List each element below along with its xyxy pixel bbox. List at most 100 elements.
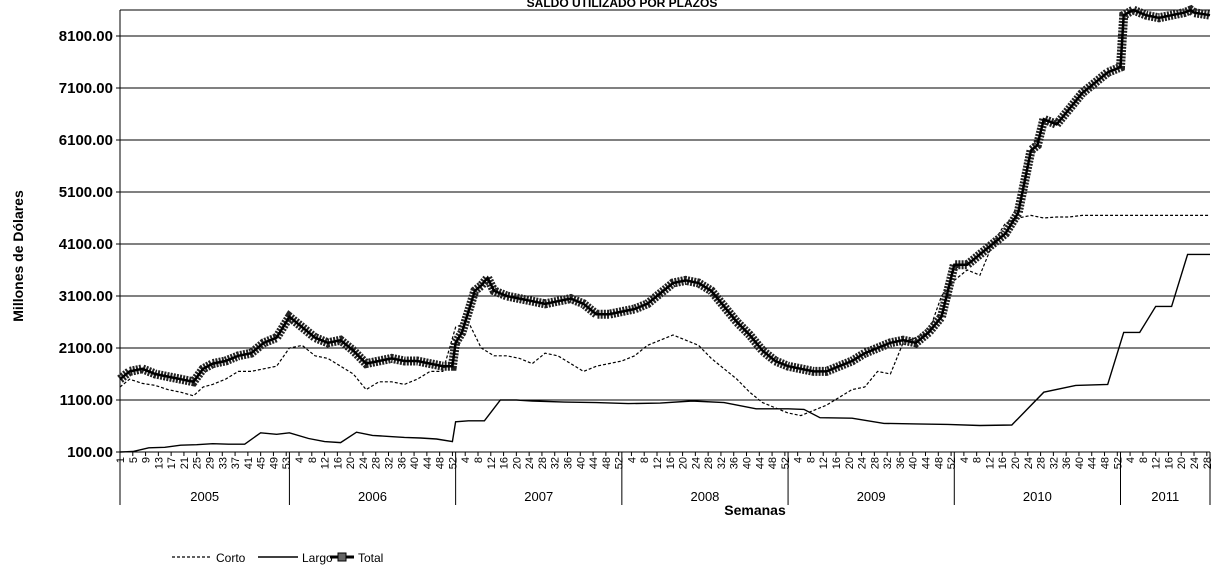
year-label: 2008 xyxy=(690,489,719,504)
x-tick-label: 40 xyxy=(1074,457,1086,469)
x-tick-label: 40 xyxy=(409,457,421,469)
series-largo-line xyxy=(119,253,1210,453)
x-axis-label: Semanas xyxy=(724,502,786,518)
x-tick-label: 4 xyxy=(1125,457,1137,463)
x-tick-label: 12 xyxy=(984,457,996,469)
y-tick-label: 7100.00 xyxy=(59,80,113,97)
grid xyxy=(119,9,1210,453)
x-tick-label: 24 xyxy=(358,457,370,469)
x-tick-label: 36 xyxy=(396,457,408,469)
series-corto-line xyxy=(119,214,1210,417)
year-label: 2009 xyxy=(857,489,886,504)
y-tick-label: 4100.00 xyxy=(59,236,113,253)
x-tick-label: 48 xyxy=(933,457,945,469)
x-tick-label: 12 xyxy=(652,457,664,469)
x-tick-label: 48 xyxy=(435,457,447,469)
x-tick-label: 16 xyxy=(332,457,344,469)
x-tick-label: 52 xyxy=(447,457,459,469)
x-tick-label: 48 xyxy=(601,457,613,469)
x-tick-label: 48 xyxy=(767,457,779,469)
x-tick-label: 16 xyxy=(831,457,843,469)
x-tick-label: 21 xyxy=(179,457,191,469)
x-tick-label: 45 xyxy=(256,457,268,469)
x-tick-label: 4 xyxy=(959,457,971,463)
y-tick-label: 100.00 xyxy=(67,444,113,461)
x-tick-label: 32 xyxy=(384,457,396,469)
x-tick-label: 4 xyxy=(626,457,638,463)
x-tick-label: 16 xyxy=(997,457,1009,469)
legend-label-total: Total xyxy=(358,551,383,565)
x-tick-label: 40 xyxy=(575,457,587,469)
x-tick-label: 40 xyxy=(742,457,754,469)
x-tick-label: 12 xyxy=(320,457,332,469)
x-tick-label: 52 xyxy=(946,457,958,469)
x-tick-label: 8 xyxy=(805,457,817,463)
x-tick-label: 36 xyxy=(1061,457,1073,469)
legend-label-largo: Largo xyxy=(302,551,333,565)
x-tick-label: 12 xyxy=(486,457,498,469)
x-tick-label: 20 xyxy=(345,457,357,469)
x-tick-label: 28 xyxy=(869,457,881,469)
x-tick-label: 53 xyxy=(281,457,293,469)
x-tick-label: 4 xyxy=(460,457,472,463)
x-tick-label: 44 xyxy=(422,457,434,469)
x-tick-label: 24 xyxy=(1023,457,1035,469)
legend-label-corto: Corto xyxy=(216,551,246,565)
x-tick-label: 37 xyxy=(230,457,242,469)
series-lines xyxy=(117,4,1211,453)
x-tick-label: 8 xyxy=(639,457,651,463)
x-tick-label: 17 xyxy=(166,457,178,469)
x-tick-label: 4 xyxy=(294,457,306,463)
y-tick-label: 8100.00 xyxy=(59,28,113,45)
x-tick-label: 13 xyxy=(153,457,165,469)
x-tick-label: 32 xyxy=(1048,457,1060,469)
year-label: 2007 xyxy=(524,489,553,504)
x-tick-label: 12 xyxy=(818,457,830,469)
year-label: 2010 xyxy=(1023,489,1052,504)
x-tick-label: 20 xyxy=(678,457,690,469)
x-tick-label: 16 xyxy=(1163,457,1175,469)
y-axis-label: Millones de Dólares xyxy=(10,190,26,322)
x-tick-label: 20 xyxy=(511,457,523,469)
x-tick-label: 24 xyxy=(857,457,869,469)
x-tick-label: 8 xyxy=(1138,457,1150,463)
x-tick-label: 29 xyxy=(205,457,217,469)
x-tick-label: 36 xyxy=(895,457,907,469)
x-tick-label: 44 xyxy=(754,457,766,469)
x-tick-label: 32 xyxy=(550,457,562,469)
x-tick-label: 8 xyxy=(972,457,984,463)
x-tick-label: 40 xyxy=(908,457,920,469)
x-tick-label: 41 xyxy=(243,457,255,469)
year-label: 2011 xyxy=(1151,489,1179,504)
chart-title: SALDO UTILIZADO POR PLAZOS xyxy=(527,0,718,10)
y-tick-label: 6100.00 xyxy=(59,132,113,149)
x-tick-label: 49 xyxy=(268,457,280,469)
x-tick-label: 44 xyxy=(1087,457,1099,469)
x-tick-label: 33 xyxy=(217,457,229,469)
legend: Corto Largo Total xyxy=(172,551,383,565)
x-tick-label: 4 xyxy=(793,457,805,463)
x-tick-label: 48 xyxy=(1100,457,1112,469)
x-tick-label: 52 xyxy=(780,457,792,469)
x-tick-label: 28 xyxy=(703,457,715,469)
x-tick-label: 28 xyxy=(1202,457,1211,469)
x-tick-label: 16 xyxy=(499,457,511,469)
y-tick-label: 5100.00 xyxy=(59,184,113,201)
x-tick-label: 24 xyxy=(690,457,702,469)
x-tick-label: 32 xyxy=(882,457,894,469)
x-tick-label: 20 xyxy=(1176,457,1188,469)
x-tick-label: 44 xyxy=(921,457,933,469)
x-tick-label: 24 xyxy=(1189,457,1201,469)
x-tick-label: 8 xyxy=(307,457,319,463)
x-tick-label: 5 xyxy=(128,457,140,463)
x-tick-label: 12 xyxy=(1151,457,1163,469)
series-total-line xyxy=(119,8,1211,384)
y-axis-ticks: 8100.00 7100.00 6100.00 5100.00 4100.00 3100.… xyxy=(59,28,120,461)
x-tick-label: 8 xyxy=(473,457,485,463)
x-tick-label: 52 xyxy=(1112,457,1124,469)
x-tick-label: 9 xyxy=(141,457,153,463)
year-label: 2006 xyxy=(358,489,387,504)
x-tick-label: 28 xyxy=(371,457,383,469)
